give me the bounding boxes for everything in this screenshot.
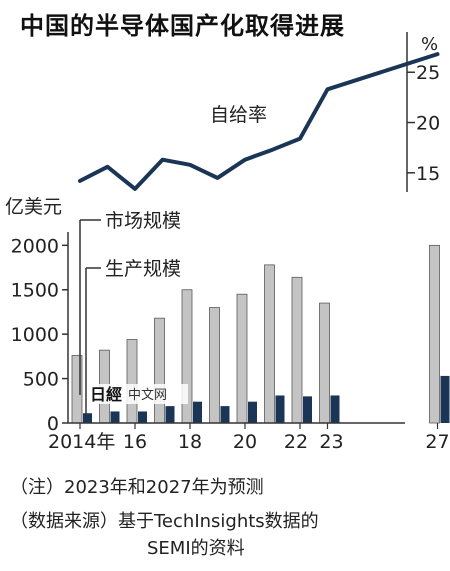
x-tick-label: 16 — [123, 431, 147, 453]
note-forecast: （注）2023年和2027年为预测 — [10, 477, 264, 498]
market-size-bar — [291, 276, 303, 424]
x-tick-label: 20 — [233, 431, 257, 453]
chart-title: 中国的半导体国产化取得进展 — [20, 12, 345, 40]
x-tick-label: 2014年 — [48, 431, 115, 453]
bar-y-axis: 0 500 1000 1500 2000 — [11, 232, 69, 435]
x-tick-label: 22 — [284, 431, 308, 453]
market-size-bar — [209, 307, 220, 424]
market-size-bar — [264, 264, 275, 424]
market-size-bar — [236, 293, 248, 424]
production-size-bar — [248, 401, 257, 423]
production-size-bar — [193, 401, 202, 423]
production-size-bar — [440, 375, 450, 423]
bar-y-tick-label: 1000 — [11, 324, 59, 346]
line-point — [133, 187, 137, 191]
line-series — [78, 52, 440, 191]
market-size-bar — [319, 302, 330, 424]
x-axis: 2014年 16 18 20 22 23 27 — [48, 422, 450, 453]
production-size-bar — [83, 413, 92, 423]
production-size-bar — [110, 411, 120, 423]
legend-label-market: 市场规模 — [105, 210, 181, 232]
market-size-bar — [154, 317, 165, 424]
watermark-label: 中文网 — [128, 388, 167, 403]
line-point — [161, 158, 164, 161]
bar-y-tick-label: 0 — [47, 413, 59, 435]
production-size-bar — [220, 406, 230, 423]
bar-y-tick-label: 2000 — [11, 235, 59, 257]
market-size-bar — [126, 339, 138, 424]
line-point — [78, 179, 82, 183]
legend-label-production: 生产规模 — [105, 258, 181, 280]
production-size-bar — [330, 395, 340, 423]
bar-y-unit: 亿美元 — [5, 196, 62, 218]
bar-y-tick-label: 500 — [23, 369, 59, 391]
production-size-bar — [138, 411, 147, 423]
production-size-bar — [275, 395, 285, 423]
line-point — [326, 88, 329, 91]
line-point — [216, 176, 219, 180]
line-point — [243, 158, 247, 161]
line-point — [298, 137, 302, 140]
line-y-unit: % — [421, 34, 438, 55]
market-size-bar — [429, 244, 440, 424]
line-point — [271, 148, 274, 151]
note-source-cont: SEMI的资料 — [147, 538, 245, 559]
x-tick-label: 18 — [178, 431, 202, 453]
production-size-bar — [303, 396, 312, 423]
bar-y-tick-label: 1500 — [11, 280, 59, 302]
x-tick-label: 27 — [425, 431, 449, 453]
watermark: 日經 中文网 — [88, 384, 188, 404]
line-series-label: 自给率 — [210, 104, 267, 126]
line-y-axis: 15 20 25 — [406, 32, 440, 192]
note-source: （数据来源）基于TechInsights数据的 — [10, 511, 319, 532]
x-tick-label: 23 — [319, 431, 343, 453]
line-point — [188, 163, 192, 166]
line-y-tick-label: 20 — [416, 113, 440, 135]
line-point — [436, 52, 439, 56]
production-size-bar — [165, 406, 175, 423]
watermark-logo: 日經 — [90, 385, 122, 404]
line-y-tick-label: 25 — [416, 62, 440, 84]
line-point — [106, 165, 109, 168]
line-y-tick-label: 15 — [416, 163, 440, 185]
